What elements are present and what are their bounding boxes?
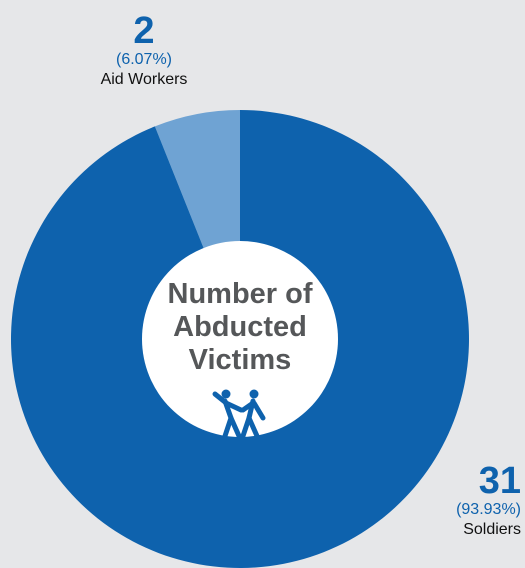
slice-percent: (6.07%) (115, 51, 173, 68)
slice-value: 2 (133, 10, 155, 52)
slice-value: 31 (478, 460, 521, 502)
donut-center-circle (142, 241, 338, 437)
slice-category: Aid Workers (100, 71, 188, 88)
slice-label-aid-workers: 2 (6.07%) Aid Workers (74, 12, 214, 90)
slice-category: Soldiers (463, 521, 521, 538)
people-fleeing-icon (212, 389, 266, 439)
slice-label-soldiers: 31 (93.93%) Soldiers (381, 462, 521, 540)
chart-center-title: Number of Abducted Victims (167, 278, 313, 376)
slice-percent: (93.93%) (456, 501, 521, 518)
